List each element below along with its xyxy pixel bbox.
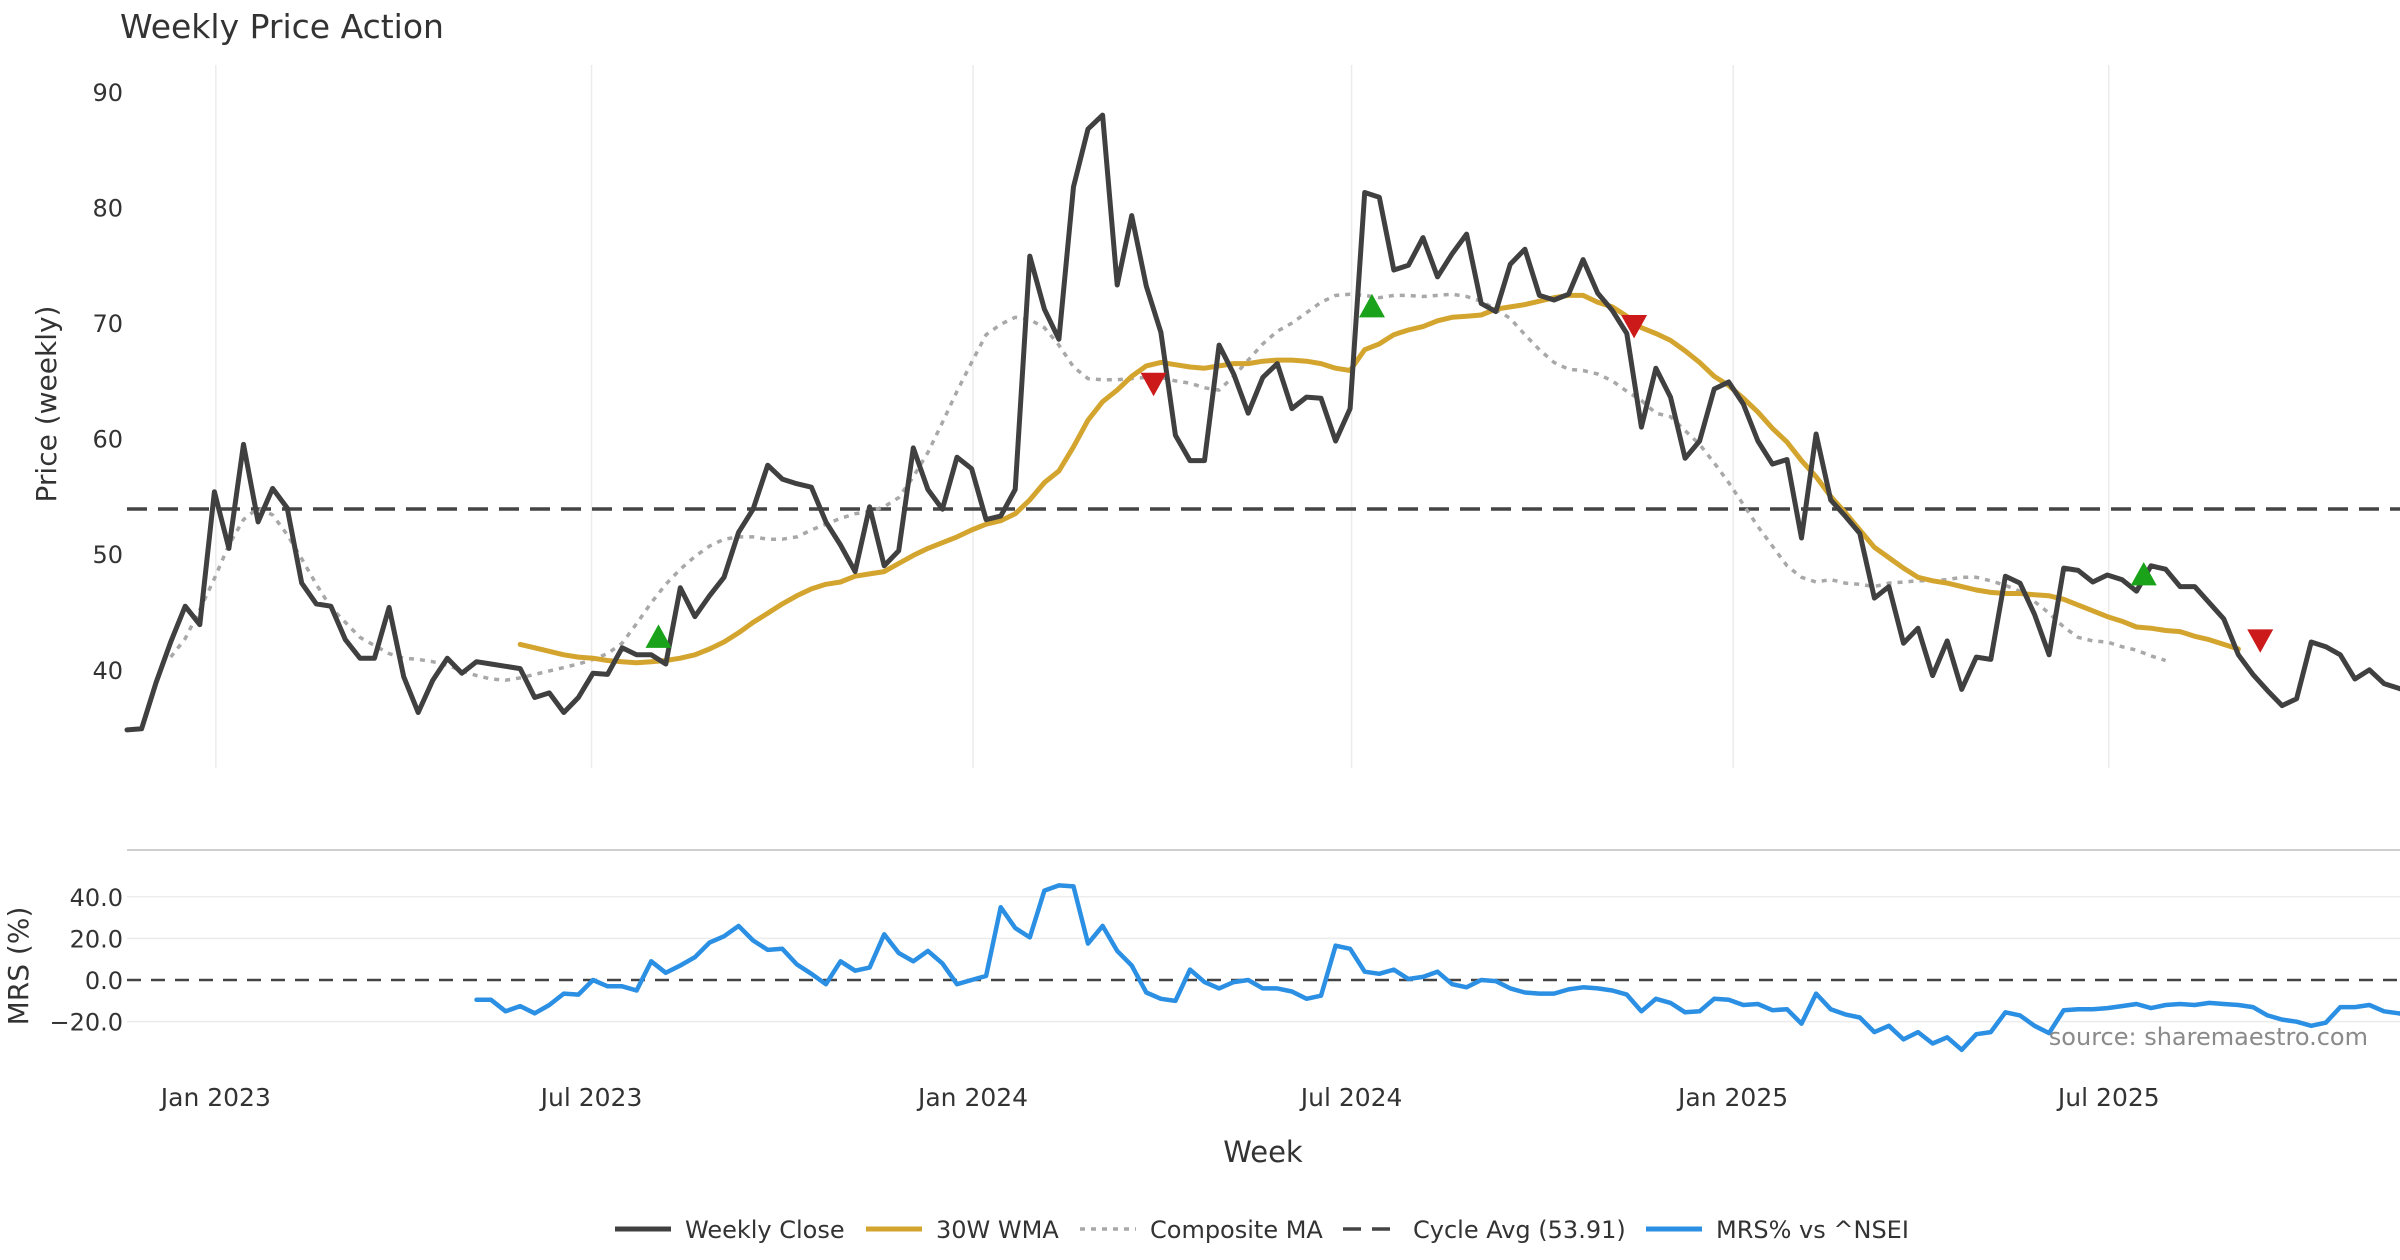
- signal-markers: [645, 293, 2274, 653]
- price-y-ticks: 90 80 70 60 50 40: [92, 79, 123, 685]
- x-tick-label: Jan 2023: [159, 1083, 271, 1112]
- buy-signal-marker: [2130, 562, 2157, 586]
- legend-label-close: Weekly Close: [685, 1216, 845, 1244]
- legend-label-wma: 30W WMA: [936, 1216, 1059, 1244]
- chart-title: Weekly Price Action: [120, 7, 444, 46]
- x-tick-label: Jan 2025: [1676, 1083, 1788, 1112]
- buy-signal-marker: [1358, 293, 1385, 318]
- mrs-gridlines: [127, 896, 2400, 1023]
- x-tick-label: Jul 2025: [2056, 1083, 2160, 1112]
- sell-signal-marker: [1621, 315, 1648, 339]
- price-y-tick-label: 50: [92, 541, 123, 569]
- price-y-tick-label: 90: [92, 79, 123, 107]
- cma-series-line: [169, 292, 2167, 682]
- legend-label-cma: Composite MA: [1150, 1216, 1323, 1244]
- price-y-axis-label: Price (weekly): [30, 306, 63, 503]
- x-tick-label: Jan 2024: [916, 1083, 1028, 1112]
- mrs-y-tick-label: 0.0: [85, 967, 123, 995]
- price-y-tick-label: 40: [92, 657, 123, 685]
- mrs-y-tick-label: 40.0: [70, 884, 123, 912]
- price-y-tick-label: 80: [92, 195, 123, 223]
- close-series-line: [124, 112, 2400, 733]
- x-tick-label: Jul 2023: [539, 1083, 643, 1112]
- mrs-y-tick-label: 20.0: [70, 925, 123, 953]
- buy-signal-marker: [645, 624, 672, 648]
- x-axis-ticks: Jan 2023 Jul 2023 Jan 2024 Jul 2024 Jan 2025…: [159, 1083, 2160, 1112]
- legend: Weekly Close 30W WMA Composite MA Cycle Avg…: [615, 1216, 1909, 1244]
- x-axis-label: Week: [1223, 1135, 1303, 1169]
- mrs-series-group: [127, 883, 2400, 1053]
- mrs-y-axis-label: MRS (%): [2, 907, 35, 1026]
- legend-label-mrs: MRS% vs ^NSEI: [1716, 1216, 1909, 1244]
- x-tick-label: Jul 2024: [1299, 1083, 1403, 1112]
- mrs-y-ticks: 40.0 20.0 0.0 −20.0: [49, 884, 123, 1037]
- legend-label-cycle: Cycle Avg (53.91): [1413, 1216, 1626, 1244]
- price-series-group: [124, 112, 2400, 733]
- sell-signal-marker: [1140, 372, 1167, 397]
- mrs-series-line: [474, 883, 2400, 1053]
- price-y-tick-label: 60: [92, 426, 123, 454]
- sell-signal-marker: [2247, 629, 2274, 653]
- wma-series-line: [517, 292, 2241, 666]
- price-y-tick-label: 70: [92, 310, 123, 338]
- mrs-y-tick-label: −20.0: [49, 1009, 123, 1037]
- price-gridlines: [215, 65, 2110, 768]
- source-note: source: sharemaestro.com: [2049, 1023, 2368, 1051]
